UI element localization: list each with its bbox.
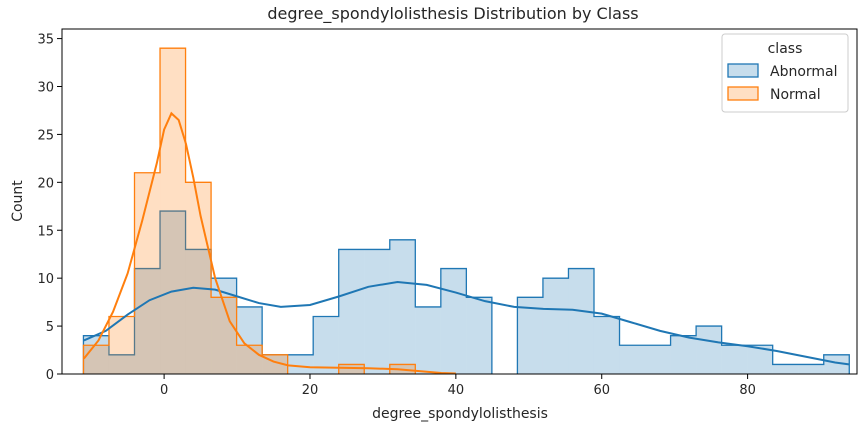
bar-normal-2 [134,172,161,374]
y-axis-label: Count [10,180,26,222]
plot-area [82,47,850,375]
bar-abnormal-9 [313,316,339,374]
y-tick-label: 15 [37,224,54,239]
x-tick-label: 0 [160,383,168,398]
legend-label-abnormal: Abnormal [770,64,838,80]
bar-abnormal-23 [670,335,697,374]
legend-swatch-abnormal [727,63,759,78]
bar-normal-4 [185,182,212,374]
y-tick-label: 25 [37,128,54,143]
x-tick-label: 20 [302,383,319,398]
bar-abnormal-1 [108,354,135,374]
legend: class Abnormal Normal [721,33,849,113]
bar-abnormal-4 [185,249,212,374]
bar-abnormal-6 [236,306,263,374]
x-tick-label: 60 [593,383,610,398]
bar-abnormal-19 [568,268,594,374]
bar-abnormal-8 [287,354,314,374]
y-tick-label: 10 [37,272,54,287]
bar-abnormal-12 [389,239,416,374]
y-tick-label: 35 [37,33,54,48]
bar-abnormal-22 [645,345,671,374]
legend-title: class [768,41,803,57]
legend-label-normal: Normal [770,87,821,103]
bar-abnormal-29 [823,354,850,374]
y-tick-label: 20 [37,176,54,191]
x-axis-label: degree_spondylolisthesis [372,406,548,422]
y-tick-label: 30 [37,81,54,96]
bar-abnormal-2 [134,268,161,374]
bar-abnormal-17 [517,297,543,374]
bar-abnormal-25 [721,345,748,374]
kde-normal [83,111,456,375]
bar-normal-6 [236,345,263,374]
bar-abnormal-13 [415,306,441,374]
series-normal [82,47,416,375]
bar-abnormal-3 [160,211,186,374]
bar-abnormal-27 [772,364,799,374]
bar-abnormal-15 [466,297,492,374]
bar-abnormal-11 [364,249,390,374]
bar-abnormal-18 [542,278,569,374]
bar-abnormal-20 [593,316,620,374]
bar-abnormal-10 [338,249,365,374]
chart-title: degree_spondylolisthesis Distribution by… [267,4,638,24]
y-tick-label: 5 [46,320,54,335]
series-abnormal [82,210,850,374]
bar-abnormal-14 [440,268,467,374]
bar-normal-10 [338,364,365,374]
bar-abnormal-28 [798,364,824,374]
x-axis: 0 20 40 60 80 [160,374,756,398]
bar-abnormal-24 [696,326,722,374]
bar-abnormal-21 [619,345,646,374]
legend-swatch-normal [727,86,759,101]
axes-frame [61,28,858,375]
kde-abnormal [83,280,850,366]
bar-normal-5 [211,297,237,374]
x-tick-label: 40 [448,383,465,398]
bar-normal-0 [83,345,109,374]
bar-normal-3 [160,48,186,375]
y-axis: 0 5 10 15 20 25 30 35 [37,33,62,383]
legend-frame [721,33,849,113]
y-tick-label: 0 [46,368,54,383]
x-tick-label: 80 [739,383,756,398]
